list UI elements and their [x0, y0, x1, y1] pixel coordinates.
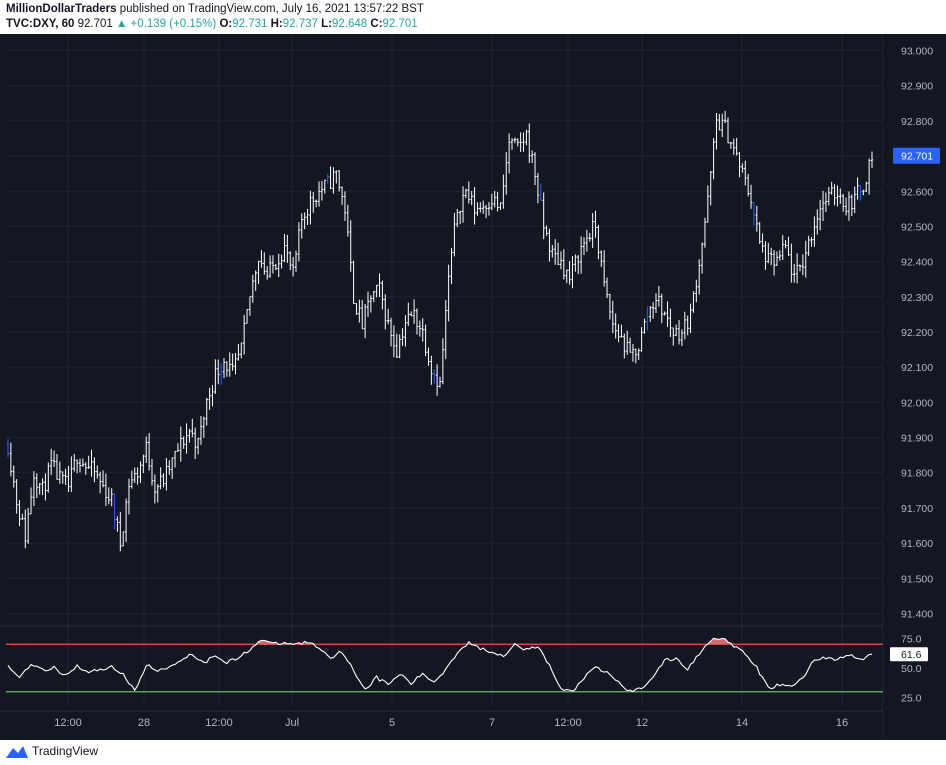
rsi-overbought-fill [707, 638, 731, 645]
rsi-line [7, 637, 873, 693]
open-value: 92.731 [232, 18, 268, 30]
rsi-value-tag [890, 647, 928, 662]
time-tick-label: 5 [389, 717, 395, 729]
rsi-pane [6, 637, 883, 693]
price-tick-label: 91.800 [901, 468, 933, 480]
price-tick-label: 92.500 [901, 221, 933, 233]
grid-lines [0, 34, 884, 740]
symbol-label[interactable]: TVC:DXY, 60 [6, 18, 75, 30]
time-tick-label: 12 [636, 717, 648, 729]
rsi-overbought-fill [258, 640, 276, 645]
price-tick-label: 92.600 [901, 186, 933, 198]
price-tick-label: 92.100 [901, 362, 933, 374]
price-tick-label: 92.000 [901, 397, 933, 409]
last-price: 92.701 [77, 18, 113, 30]
time-axis[interactable]: 12:00 28 12:00 Jul 5 7 12:00 12 14 16 [54, 717, 848, 729]
published-text: published on TradingView.com, July 16, 2… [119, 3, 424, 15]
time-tick-label: 12:00 [554, 717, 582, 729]
rsi-tick-label: 50.0 [901, 663, 922, 675]
time-tick-label: 12:00 [54, 717, 82, 729]
last-price-label: 92.701 [901, 151, 933, 163]
price-tick-label: 91.900 [901, 433, 933, 445]
time-tick-label: 7 [489, 717, 495, 729]
legend-ohlc: TVC:DXY, 60 92.701 ▲ +0.139 (+0.15%) O:9… [6, 18, 418, 30]
last-price-tag [893, 147, 940, 164]
price-tick-label: 91.600 [901, 538, 933, 550]
chart-svg[interactable]: 93.00092.90092.80092.70092.60092.50092.4… [0, 34, 946, 740]
tradingview-logo[interactable]: TradingView [6, 744, 98, 758]
time-tick-label: Jul [285, 717, 299, 729]
rsi-tick-label: 25.0 [901, 693, 922, 705]
footer: TradingView [0, 740, 946, 765]
price-change: ▲ +0.139 (+0.15%) [115, 18, 217, 30]
chart-area[interactable]: 93.00092.90092.80092.70092.60092.50092.4… [0, 34, 946, 740]
price-tick-label: 93.000 [901, 46, 933, 58]
publisher-name[interactable]: MillionDollarTraders [6, 3, 117, 15]
rsi-zone-fills [258, 638, 731, 645]
price-tick-label: 92.800 [901, 116, 933, 128]
time-tick-label: 14 [736, 717, 748, 729]
low-label: L: [321, 18, 332, 30]
price-tick-label: 92.900 [901, 81, 933, 93]
publish-header: MillionDollarTraders published on Tradin… [0, 0, 946, 34]
publish-info: MillionDollarTraders published on Tradin… [6, 3, 424, 15]
price-tick-label: 91.400 [901, 608, 933, 620]
candle-series [6, 110, 874, 552]
price-tick-label: 91.700 [901, 503, 933, 515]
time-tick-label: 12:00 [205, 717, 233, 729]
close-label: C: [370, 18, 383, 30]
close-value: 92.701 [382, 18, 418, 30]
price-tick-label: 92.300 [901, 292, 933, 304]
tradingview-logo-icon [6, 745, 28, 758]
high-label: H: [270, 18, 283, 30]
time-tick-label: 16 [836, 717, 848, 729]
price-tick-label: 92.200 [901, 327, 933, 339]
time-tick-label: 28 [138, 717, 150, 729]
price-tick-label: 91.500 [901, 573, 933, 585]
low-value: 92.648 [332, 18, 368, 30]
price-axis[interactable]: 93.00092.90092.80092.70092.60092.50092.4… [883, 34, 946, 740]
high-value: 92.737 [282, 18, 318, 30]
open-label: O: [219, 18, 233, 30]
brand-label: TradingView [32, 744, 99, 758]
rsi-value-label: 61.6 [901, 649, 922, 661]
price-tick-label: 92.400 [901, 257, 933, 269]
rsi-tick-label: 75.0 [901, 633, 922, 645]
